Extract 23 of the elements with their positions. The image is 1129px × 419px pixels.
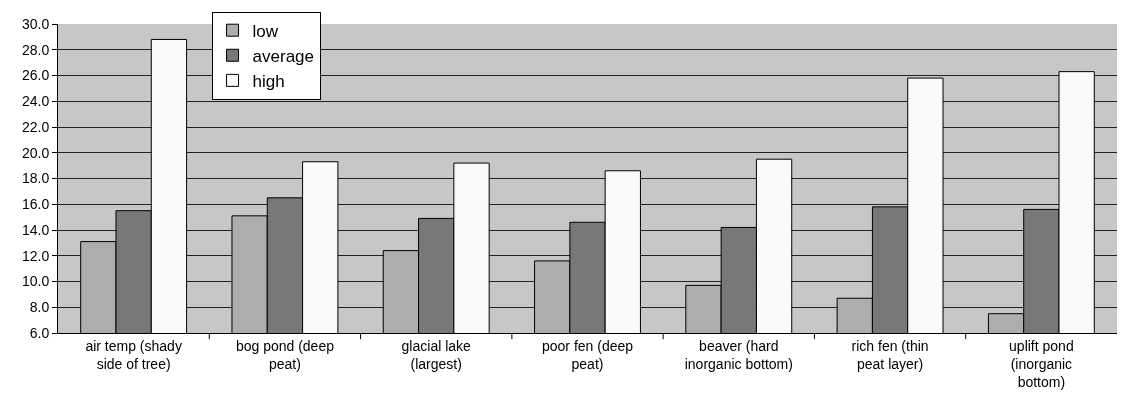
y-tick-label: 8.0 [29,299,50,316]
x-tick-label: poor fen (deep peat) [541,337,634,372]
y-tick-label: 10.0 [21,273,50,290]
y-tick-label: 26.0 [21,67,50,84]
x-tick-label: rich fen (thin peat layer) [851,337,929,372]
y-tick-label: 16.0 [21,196,50,213]
y-tick-label: 6.0 [29,324,50,341]
y-tick-label: 12.0 [21,247,50,264]
y-tick-label: 28.0 [21,41,50,58]
legend-label: high [252,72,285,92]
legend-label: average [252,46,314,66]
x-tick-label: air temp (shady side of tree) [85,337,182,372]
y-tick-label: 14.0 [21,221,50,238]
x-tick-label: bog pond (deep peat) [235,337,335,372]
y-tick-label: 20.0 [21,144,50,161]
y-tick-label: 18.0 [21,170,50,187]
y-tick-label: 30.0 [21,15,50,32]
x-tick-label: beaver (hard inorganic bottom) [684,337,793,372]
y-tick-label: 24.0 [21,93,50,110]
legend-label: low [252,21,279,41]
y-tick-label: 22.0 [21,118,50,135]
x-tick-label: glacial lake (largest) [401,337,472,372]
x-tick-label: uplift pond (inorganic bottom) [1009,337,1074,391]
